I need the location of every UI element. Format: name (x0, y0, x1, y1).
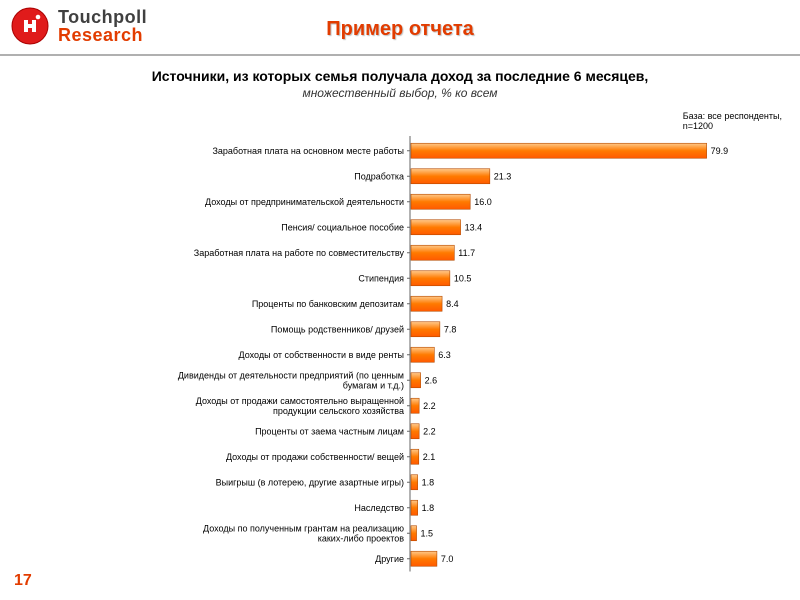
bar-value: 6.3 (438, 350, 451, 360)
bar-label: Стипендия (358, 273, 404, 283)
bar-label: Заработная плата на работе по совместите… (194, 248, 405, 258)
header: Touchpoll Research Пример отчета (0, 0, 800, 56)
bar-label: Доходы от предпринимательской деятельнос… (205, 197, 404, 207)
bar (411, 347, 434, 362)
bar-label: Доходы от продажи самостоятельно выращен… (196, 396, 404, 416)
bar-value: 7.8 (444, 324, 457, 334)
bar (411, 271, 450, 286)
bar (411, 220, 461, 235)
bar-label: Доходы по полученным грантам на реализац… (203, 523, 404, 543)
bar-label: Доходы от продажи собственности/ вещей (226, 452, 404, 462)
bar-label: Выигрыш (в лотерею, другие азартные игры… (216, 477, 404, 487)
bar-value: 21.3 (494, 171, 512, 181)
bar (411, 194, 470, 209)
bar (411, 143, 707, 158)
bar-value: 16.0 (474, 197, 492, 207)
bar (411, 398, 419, 413)
bar (411, 551, 437, 566)
bar (411, 322, 440, 337)
bar-label: Помощь родственников/ друзей (271, 324, 404, 334)
bar-value: 2.6 (425, 375, 438, 385)
bar-label: Доходы от собственности в виде ренты (239, 350, 404, 360)
bar-label: Пенсия/ социальное пособие (281, 222, 404, 232)
bar (411, 424, 419, 439)
bar-value: 8.4 (446, 299, 459, 309)
page-title: Пример отчета (0, 18, 800, 41)
bar (411, 500, 418, 515)
bar-label: Заработная плата на основном месте работ… (212, 146, 404, 156)
bar-value: 1.5 (421, 528, 434, 538)
income-sources-bar-chart: Заработная плата на основном месте работ… (0, 134, 800, 576)
bar (411, 245, 454, 260)
bar-value: 2.2 (423, 426, 436, 436)
bar-value: 79.9 (711, 146, 729, 156)
bar-value: 2.2 (423, 401, 436, 411)
bar-value: 11.7 (458, 248, 475, 258)
bar-value: 10.5 (454, 273, 472, 283)
bar-value: 2.1 (423, 452, 436, 462)
bar-label: Проценты от заема частным лицам (255, 426, 404, 436)
slide-number: 17 (14, 572, 32, 590)
bar-value: 1.8 (422, 503, 435, 513)
bar-value: 7.0 (441, 554, 454, 564)
chart-title: Источники, из которых семья получала дох… (0, 68, 800, 84)
chart-subtitle: множественный выбор, % ко всем (0, 86, 800, 100)
bar-label: Другие (375, 554, 404, 564)
bar-value: 1.8 (422, 477, 435, 487)
chart-base-note: База: все респонденты, n=1200 (683, 112, 782, 132)
bar-label: Наследство (354, 503, 404, 513)
bar-value: 13.4 (465, 222, 483, 232)
bar (411, 169, 490, 184)
bar-label: Проценты по банковским депозитам (252, 299, 404, 309)
bar (411, 475, 418, 490)
bar (411, 373, 421, 388)
bar-label: Подработка (354, 171, 404, 181)
bar (411, 449, 419, 464)
bar (411, 296, 442, 311)
bar-label: Дивиденды от деятельности предприятий (п… (178, 370, 404, 390)
bar (411, 526, 417, 541)
